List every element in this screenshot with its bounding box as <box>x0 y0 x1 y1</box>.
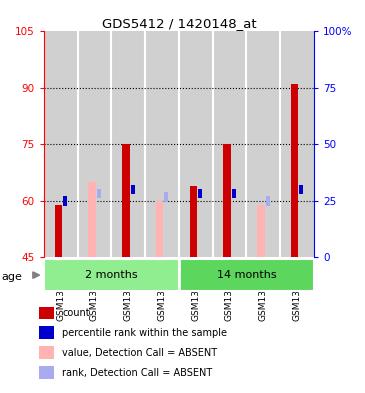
Bar <box>232 189 236 198</box>
Bar <box>111 31 145 257</box>
Bar <box>77 31 111 257</box>
Bar <box>223 145 231 257</box>
Text: 14 months: 14 months <box>216 270 276 280</box>
Bar <box>198 189 202 198</box>
Text: age: age <box>2 272 23 282</box>
Bar <box>257 205 265 257</box>
Bar <box>39 326 54 339</box>
Text: count: count <box>62 308 90 318</box>
Title: GDS5412 / 1420148_at: GDS5412 / 1420148_at <box>101 17 256 30</box>
Bar <box>291 84 298 257</box>
Bar <box>97 189 101 198</box>
Bar <box>131 185 135 194</box>
Bar <box>122 145 130 257</box>
Bar <box>156 201 163 257</box>
Bar <box>145 31 179 257</box>
Bar <box>280 31 314 257</box>
Text: value, Detection Call = ABSENT: value, Detection Call = ABSENT <box>62 348 217 358</box>
Text: 2 months: 2 months <box>85 270 138 280</box>
Bar <box>39 346 54 359</box>
Bar <box>55 205 62 257</box>
Bar <box>266 196 270 206</box>
Bar <box>190 186 197 257</box>
Bar <box>88 182 96 257</box>
Bar <box>246 31 280 257</box>
Bar <box>39 307 54 320</box>
Text: rank, Detection Call = ABSENT: rank, Detection Call = ABSENT <box>62 367 212 378</box>
Bar <box>164 193 168 202</box>
Bar <box>39 366 54 379</box>
Bar <box>179 31 212 257</box>
Text: percentile rank within the sample: percentile rank within the sample <box>62 328 227 338</box>
Bar <box>212 31 246 257</box>
Bar <box>299 185 303 194</box>
Bar <box>44 259 179 291</box>
Bar <box>44 31 77 257</box>
Bar <box>63 196 67 206</box>
Bar <box>179 259 314 291</box>
